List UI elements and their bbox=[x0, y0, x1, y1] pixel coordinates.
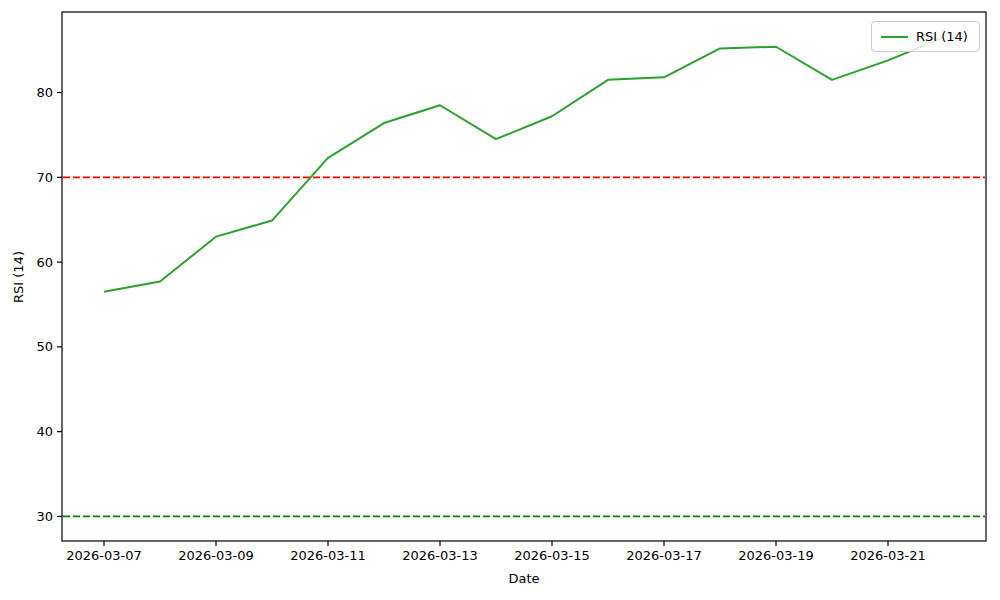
y-tick-label: 50 bbox=[36, 339, 53, 354]
legend-line-sample bbox=[881, 36, 908, 38]
rsi-chart-canvas: 30 40 50 60 70 80 2026-03-07 2026-03-09 2026-03-… bbox=[0, 0, 1000, 600]
x-axis-label: Date bbox=[508, 571, 539, 586]
x-tick-label: 2026-03-19 bbox=[738, 548, 814, 563]
x-tick-label: 2026-03-13 bbox=[402, 548, 478, 563]
y-axis-label: RSI (14) bbox=[11, 251, 26, 303]
y-tick-label: 30 bbox=[36, 509, 53, 524]
x-tick-label: 2026-03-15 bbox=[514, 548, 590, 563]
x-tick-label: 2026-03-07 bbox=[66, 548, 142, 563]
y-tick-label: 80 bbox=[36, 85, 53, 100]
x-tick-label: 2026-03-21 bbox=[850, 548, 926, 563]
x-tick-label: 2026-03-17 bbox=[626, 548, 702, 563]
rsi-chart-figure: 30 40 50 60 70 80 2026-03-07 2026-03-09 2026-03-… bbox=[0, 0, 1000, 600]
x-tick-label: 2026-03-09 bbox=[178, 548, 254, 563]
x-tick-label: 2026-03-11 bbox=[290, 548, 366, 563]
y-tick-label: 60 bbox=[36, 255, 53, 270]
y-tick-label: 40 bbox=[36, 424, 53, 439]
legend: RSI (14) bbox=[871, 21, 980, 52]
y-tick-label: 70 bbox=[36, 170, 53, 185]
legend-label: RSI (14) bbox=[916, 29, 968, 44]
plot-area bbox=[62, 12, 986, 541]
